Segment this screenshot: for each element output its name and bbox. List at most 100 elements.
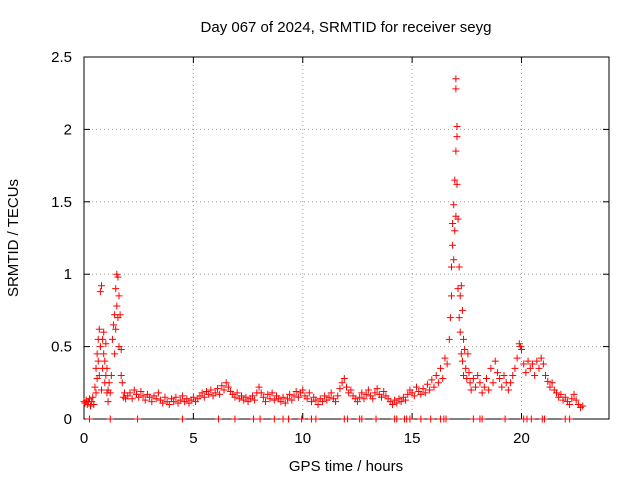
data-point: [487, 364, 495, 372]
data-point: [372, 415, 380, 423]
data-point: [524, 357, 532, 365]
data-point: [465, 369, 473, 377]
data-point: [472, 383, 480, 391]
data-point: [441, 354, 449, 362]
data-point: [451, 227, 459, 235]
data-point: [466, 379, 474, 387]
data-point: [94, 357, 102, 365]
data-point: [266, 395, 274, 403]
data-point: [434, 379, 442, 387]
data-point: [161, 393, 169, 401]
data-point: [462, 364, 470, 372]
data-point: [343, 383, 350, 391]
data-point: [148, 398, 156, 406]
data-point: [458, 306, 466, 314]
data-point: [107, 372, 115, 380]
data-point: [356, 393, 364, 401]
data-point: [327, 389, 335, 397]
data-point: [460, 372, 468, 380]
data-point: [404, 390, 412, 398]
data-point: [553, 389, 560, 397]
data-point: [397, 398, 405, 406]
data-point: [561, 393, 569, 401]
data-point: [344, 415, 352, 423]
data-point: [537, 354, 545, 362]
data-point: [183, 395, 191, 403]
data-point: [285, 415, 293, 423]
data-point: [453, 123, 461, 131]
x-tick-label: 10: [294, 430, 311, 447]
data-point: [455, 263, 463, 271]
data-point: [294, 393, 302, 401]
data-point: [292, 387, 300, 395]
data-point: [448, 292, 455, 300]
data-point: [305, 389, 313, 397]
data-point: [437, 364, 445, 372]
data-point: [430, 383, 438, 391]
data-point: [496, 374, 504, 382]
data-point: [141, 396, 149, 404]
data-point: [469, 374, 477, 382]
data-point: [527, 415, 535, 423]
x-axis-label: GPS time / hours: [289, 458, 403, 475]
data-point: [126, 389, 134, 397]
data-point: [518, 345, 525, 353]
data-point: [264, 390, 272, 398]
data-point: [448, 263, 455, 271]
data-point: [134, 415, 142, 423]
data-point: [130, 386, 138, 394]
data-point: [358, 415, 366, 423]
data-point: [308, 398, 315, 406]
data-point: [458, 357, 466, 365]
data-point: [95, 372, 103, 380]
data-point: [146, 393, 154, 401]
data-point: [449, 220, 457, 228]
data-point: [116, 311, 124, 319]
data-point: [312, 396, 320, 404]
chart-title: Day 067 of 2024, SRMTID for receiver sey…: [201, 19, 492, 36]
data-point: [406, 415, 414, 423]
data-point: [336, 385, 344, 393]
x-tick-label: 0: [80, 430, 88, 447]
data-point: [137, 387, 145, 395]
data-point: [248, 392, 256, 400]
data-point: [112, 325, 120, 333]
data-point: [507, 379, 515, 387]
data-point: [380, 387, 388, 395]
data-point: [314, 401, 322, 409]
data-point: [222, 379, 230, 387]
data-point: [257, 389, 265, 397]
data-point: [115, 292, 123, 300]
data-point: [283, 395, 291, 403]
data-point: [200, 393, 208, 401]
data-point: [432, 372, 440, 380]
data-point: [288, 396, 296, 404]
data-point: [450, 201, 458, 209]
data-point: [189, 393, 197, 401]
data-point: [467, 386, 475, 394]
data-point: [456, 292, 464, 300]
data-point: [572, 396, 580, 404]
data-point: [413, 383, 420, 391]
data-point: [491, 357, 499, 365]
data-point: [106, 389, 114, 397]
data-point: [393, 399, 401, 407]
x-tick-label: 5: [189, 430, 197, 447]
data-point: [118, 379, 126, 387]
data-point: [238, 392, 245, 400]
data-point: [522, 369, 530, 377]
data-point: [427, 415, 435, 423]
data-point: [520, 360, 528, 368]
data-point: [92, 364, 100, 372]
data-point: [548, 379, 556, 387]
data-point: [170, 398, 178, 406]
data-point: [557, 390, 565, 398]
data-point: [259, 393, 267, 401]
data-point: [428, 376, 436, 384]
data-point: [135, 393, 143, 401]
data-point: [224, 383, 232, 391]
grid-lines: [84, 57, 609, 419]
data-point: [128, 395, 136, 403]
